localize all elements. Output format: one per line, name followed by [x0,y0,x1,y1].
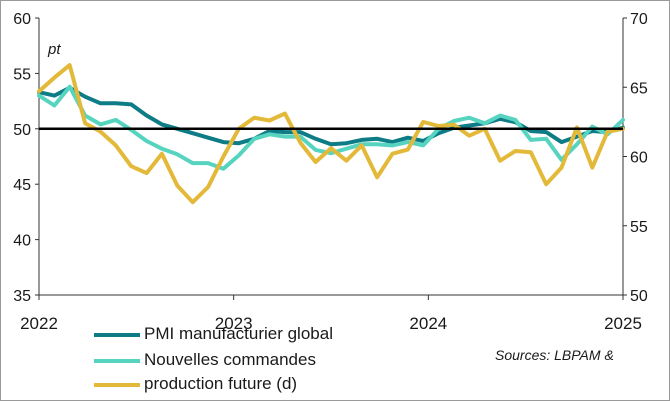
x-tick-label: 2022 [20,314,58,333]
y-right-tick-label: 70 [630,11,648,28]
legend-swatch-nouvelles-commandes [94,359,140,363]
y-right-tick-label: 65 [630,80,648,97]
series-line-2 [37,63,625,205]
series-line-0 [37,85,625,147]
legend-label-pmi: PMI manufacturier global [144,324,333,343]
legend-label-nouvelles-commandes: Nouvelles commandes [144,350,316,369]
legend-label-production-future: production future (d) [144,374,298,393]
y-left-tick-label: 50 [13,122,31,139]
series-line-1 [37,84,625,171]
y-left-tick-label: 45 [13,177,31,194]
y-left-tick-label: 35 [13,288,31,305]
y-left-tick-label: 55 [13,66,31,83]
y-right-tick-label: 55 [630,219,648,236]
x-tick-label: 2025 [604,314,642,333]
unit-label: pt [47,41,61,58]
x-tick-label: 2024 [409,314,447,333]
source-note: Sources: LBPAM & [495,347,614,363]
legend-swatch-production-future [94,383,140,387]
y-left-tick-label: 40 [13,233,31,250]
x-tick-label: 2023 [215,314,253,333]
y-right-tick-label: 60 [630,150,648,167]
axis-layer: 35 40 45 50 55 60 50 55 60 65 70 2022 2023 2024 2025 [13,11,648,333]
y-left-tick-label: 60 [13,11,31,28]
legend-swatch-pmi [94,333,140,337]
y-right-tick-label: 50 [630,288,648,305]
series-layer [37,63,625,205]
